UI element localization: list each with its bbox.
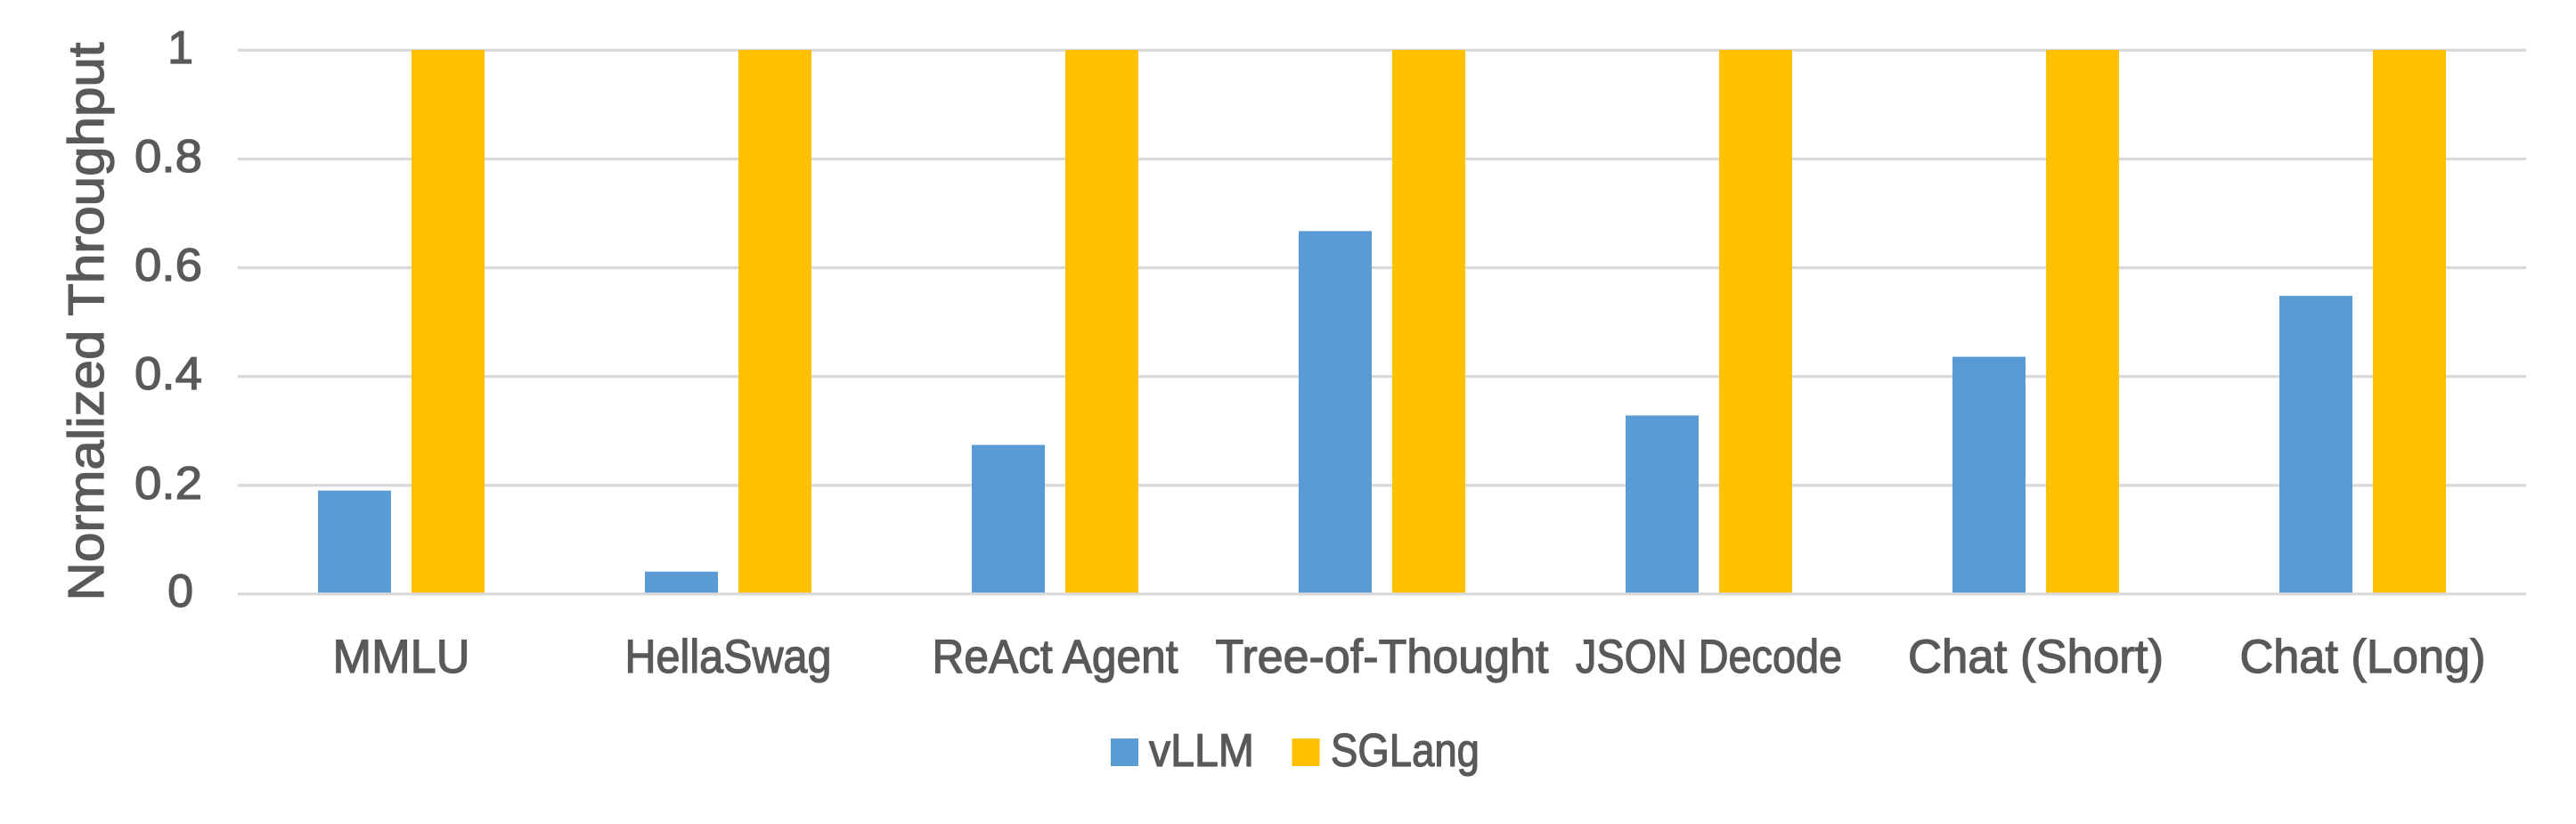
svg-text:0: 0 bbox=[167, 566, 193, 617]
svg-text:ReAct Agent: ReAct Agent bbox=[933, 631, 1178, 683]
svg-text:Chat (Long): Chat (Long) bbox=[2240, 631, 2486, 683]
svg-text:Chat (Short): Chat (Short) bbox=[1908, 631, 2164, 683]
svg-text:0.4: 0.4 bbox=[135, 348, 202, 400]
svg-text:0.8: 0.8 bbox=[135, 131, 202, 183]
svg-text:MMLU: MMLU bbox=[333, 631, 470, 683]
svg-text:0.6: 0.6 bbox=[135, 240, 202, 291]
svg-text:Normalized Throughput: Normalized Throughput bbox=[58, 42, 115, 600]
svg-text:SGLang: SGLang bbox=[1331, 725, 1480, 777]
svg-text:vLLM: vLLM bbox=[1149, 725, 1254, 777]
svg-text:Tree-of-Thought: Tree-of-Thought bbox=[1216, 631, 1549, 683]
svg-text:HellaSwag: HellaSwag bbox=[625, 631, 832, 683]
svg-text:0.2: 0.2 bbox=[135, 458, 202, 510]
svg-text:JSON Decode: JSON Decode bbox=[1576, 631, 1842, 683]
svg-text:1: 1 bbox=[167, 22, 193, 74]
